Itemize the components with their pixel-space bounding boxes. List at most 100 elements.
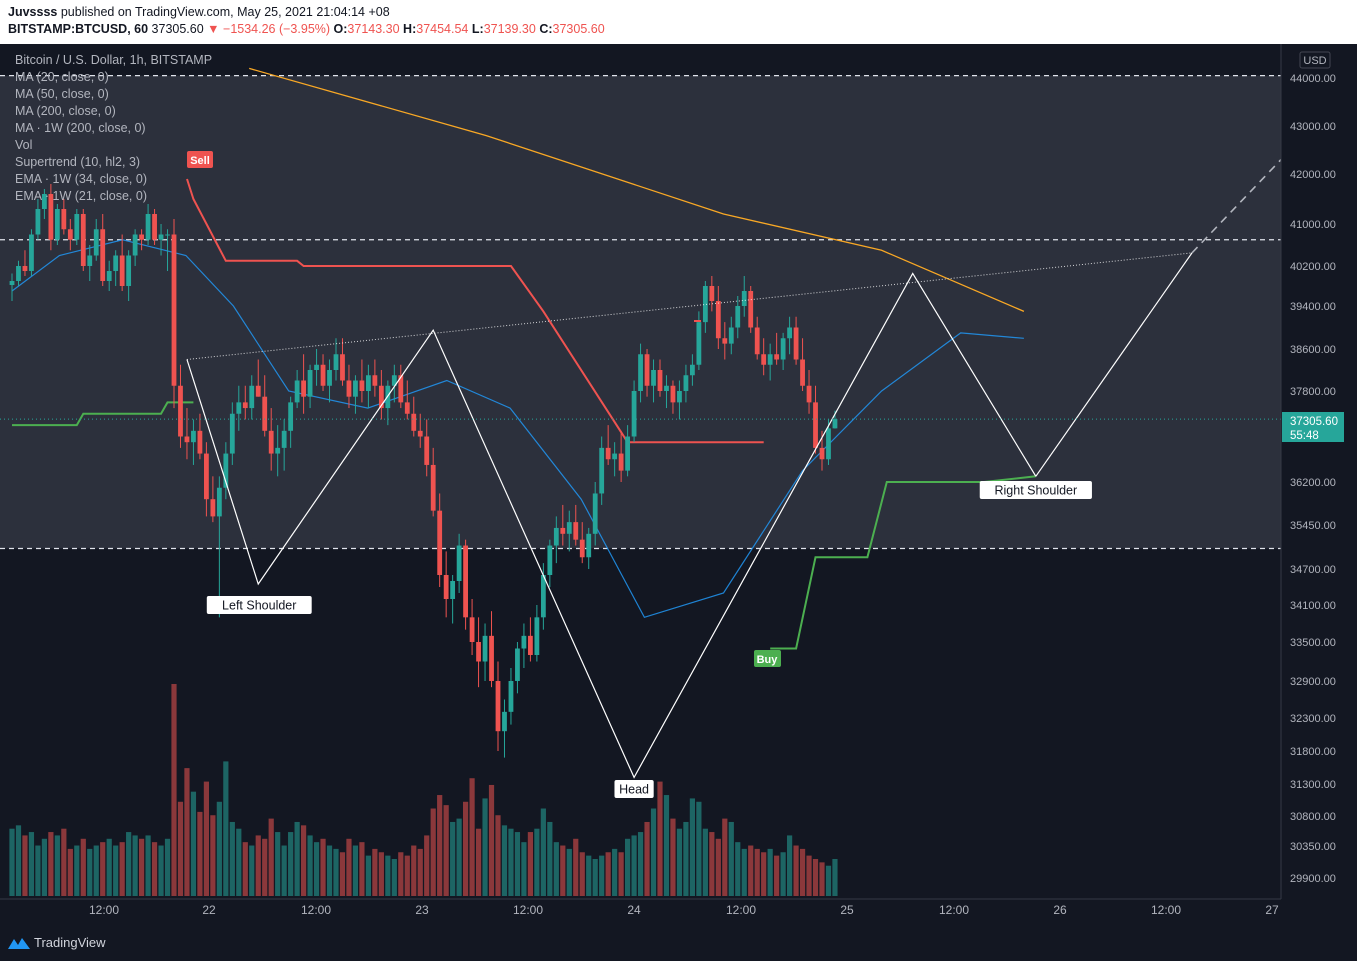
volume-bar bbox=[190, 791, 197, 896]
candle-body bbox=[353, 380, 358, 397]
currency-label[interactable]: USD bbox=[1303, 55, 1326, 67]
volume-bar bbox=[722, 818, 728, 896]
candle-body bbox=[592, 493, 598, 534]
y-tick-label: 35450.00 bbox=[1290, 520, 1336, 532]
candle-body bbox=[754, 327, 760, 355]
candle-body bbox=[404, 402, 410, 414]
volume-bar bbox=[456, 818, 462, 896]
neckline[interactable] bbox=[186, 252, 1193, 360]
volume-bar bbox=[495, 815, 501, 896]
candle-body bbox=[42, 194, 47, 209]
volume-bar bbox=[521, 842, 527, 896]
candle-body bbox=[307, 370, 313, 397]
label-left-shoulder[interactable]: Left Shoulder bbox=[222, 599, 296, 613]
volume-bar bbox=[443, 805, 449, 896]
candle-body bbox=[67, 229, 73, 240]
volume-bar bbox=[236, 828, 242, 896]
legend-indicator-ma50[interactable]: MA (50, close, 0) bbox=[15, 87, 109, 101]
currency-badge[interactable] bbox=[1299, 51, 1331, 69]
candle-body bbox=[748, 291, 754, 328]
supertrend-down-line bbox=[186, 178, 764, 444]
candle-body bbox=[22, 266, 28, 271]
volume-bar bbox=[87, 848, 93, 896]
footer-brand[interactable]: TradingView bbox=[34, 935, 106, 950]
volume-bar bbox=[761, 852, 767, 896]
author-name[interactable]: Juvssss bbox=[8, 5, 58, 19]
publish-header: Juvssss published on TradingView.com, Ma… bbox=[0, 0, 1357, 44]
sell-tag[interactable] bbox=[187, 151, 213, 168]
label-left-shoulder-box[interactable] bbox=[206, 596, 312, 614]
candle-body bbox=[741, 291, 747, 306]
candle-body bbox=[242, 402, 248, 409]
volume-bar bbox=[689, 798, 695, 896]
candle-body bbox=[204, 453, 209, 500]
candle-body bbox=[573, 522, 579, 540]
extension-line[interactable] bbox=[1191, 159, 1282, 254]
ma200-line bbox=[249, 67, 1025, 312]
candle-body bbox=[132, 234, 138, 256]
volume-bar bbox=[774, 855, 780, 896]
candle-body bbox=[832, 419, 838, 429]
volume-bar bbox=[113, 845, 119, 896]
legend-indicator-supertrend[interactable]: Supertrend (10, hl2, 3) bbox=[15, 155, 141, 169]
x-tick-label: 12:00 bbox=[89, 903, 119, 917]
candle-body bbox=[340, 354, 345, 381]
volume-bar bbox=[229, 821, 235, 896]
legend-symbol-title[interactable]: Bitcoin / U.S. Dollar, 1h, BITSTAMP bbox=[15, 53, 213, 67]
label-right-shoulder[interactable]: Right Shoulder bbox=[994, 484, 1077, 498]
price-chart[interactable]: Left Shoulder Head Right Shoulder Sell Buy 44… bbox=[0, 44, 1357, 926]
volume-bar bbox=[391, 858, 397, 896]
sell-label[interactable]: Sell bbox=[190, 155, 210, 167]
legend-indicator-ma-1w[interactable]: MA · 1W (200, close, 0) bbox=[15, 121, 146, 135]
volume-bar bbox=[28, 832, 35, 896]
candle-body bbox=[450, 581, 456, 599]
volume-bar bbox=[644, 821, 650, 896]
volume-bar bbox=[741, 848, 747, 896]
y-tick-label: 40200.00 bbox=[1290, 261, 1336, 273]
buy-label[interactable]: Buy bbox=[757, 654, 779, 666]
candle-body bbox=[391, 375, 397, 386]
candle-body bbox=[696, 322, 702, 365]
volume-bar bbox=[74, 845, 80, 896]
label-head[interactable]: Head bbox=[619, 783, 649, 797]
volume-bar bbox=[780, 852, 786, 896]
candle-body bbox=[761, 354, 767, 365]
label-head-box[interactable] bbox=[614, 780, 654, 798]
volume-bar bbox=[54, 835, 60, 896]
candle-body bbox=[158, 234, 164, 240]
candle-body bbox=[372, 375, 378, 386]
candle-body bbox=[333, 354, 339, 370]
label-right-shoulder-box[interactable] bbox=[979, 481, 1092, 499]
low-label: L: bbox=[471, 22, 484, 36]
volume-bar bbox=[579, 852, 585, 896]
head-shoulders-pattern-line[interactable] bbox=[186, 272, 1037, 779]
legend-indicator-ema21[interactable]: EMA · 1W (21, close, 0) bbox=[15, 189, 147, 203]
candle-body bbox=[327, 370, 332, 386]
symbol-label[interactable]: BITSTAMP:BTCUSD, 60 bbox=[8, 22, 149, 36]
y-tick-label: 43000.00 bbox=[1290, 121, 1336, 133]
low-value: 37139.30 bbox=[483, 22, 536, 36]
legend-indicator-vol[interactable]: Vol bbox=[15, 138, 33, 152]
candle-body bbox=[787, 327, 792, 339]
volume-bar bbox=[100, 842, 106, 896]
legend-indicator-ma200[interactable]: MA (200, close, 0) bbox=[15, 104, 116, 118]
volume-bar bbox=[372, 848, 378, 896]
candle-body bbox=[48, 194, 54, 240]
volume-bar bbox=[268, 818, 274, 896]
candle-body bbox=[255, 385, 261, 397]
x-tick-label: 24 bbox=[627, 903, 641, 917]
volume-bar bbox=[288, 832, 294, 896]
candle-body bbox=[515, 648, 520, 681]
buy-tag[interactable] bbox=[754, 650, 781, 667]
volume-bar bbox=[119, 842, 125, 896]
volume-bar bbox=[825, 865, 832, 896]
volume-bar bbox=[151, 842, 158, 896]
candle-body bbox=[644, 354, 650, 386]
volume-bar bbox=[346, 838, 352, 896]
legend-indicator-ema34[interactable]: EMA · 1W (34, close, 0) bbox=[15, 172, 147, 186]
candle-body bbox=[579, 539, 585, 558]
volume-bar bbox=[670, 818, 676, 896]
volume-bar bbox=[514, 832, 521, 896]
legend-indicator-ma20[interactable]: MA (20, close, 0) bbox=[15, 70, 109, 84]
projection-line[interactable] bbox=[1035, 252, 1193, 477]
